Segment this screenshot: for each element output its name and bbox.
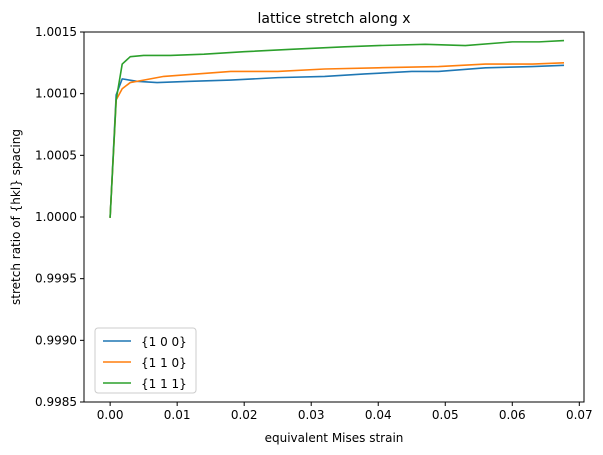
y-tick-label: 0.9995 (35, 272, 77, 286)
y-tick-label: 1.0005 (35, 148, 77, 162)
y-axis-ticks: 0.9985 0.9990 0.9995 1.0000 1.0005 1.0010 1.00… (35, 25, 84, 409)
x-tick-label: 0.05 (432, 408, 459, 422)
x-tick-label: 0.00 (97, 408, 124, 422)
y-tick-label: 0.9990 (35, 333, 77, 347)
series-lines (109, 39, 565, 218)
y-tick-label: 1.0015 (35, 25, 77, 39)
y-tick-label: 0.9985 (35, 395, 77, 409)
x-tick-label: 0.04 (365, 408, 392, 422)
y-axis-label: stretch ratio of {hkl} spacing (9, 129, 23, 305)
x-tick-label: 0.07 (566, 408, 593, 422)
series-line-2 (109, 39, 565, 218)
x-axis-ticks: 0.00 0.01 0.02 0.03 0.04 0.05 0.06 0.07 (97, 402, 593, 422)
x-tick-label: 0.03 (298, 408, 325, 422)
legend-box (94, 327, 197, 394)
series-line-0 (109, 64, 565, 218)
x-tick-label: 0.06 (499, 408, 526, 422)
chart-title: lattice stretch along x (258, 11, 411, 27)
x-tick-label: 0.01 (164, 408, 191, 422)
y-tick-label: 1.0010 (35, 87, 77, 101)
legend-label: {1 0 0} (141, 335, 187, 349)
legend-label: {1 1 1} (141, 377, 187, 391)
x-axis-label: equivalent Mises strain (265, 431, 404, 445)
x-tick-label: 0.02 (231, 408, 258, 422)
legend-label: {1 1 0} (141, 356, 187, 370)
legend: {1 0 0} {1 1 0} {1 1 1} (94, 327, 197, 394)
series-line-1 (109, 61, 565, 218)
y-tick-label: 1.0000 (35, 210, 77, 224)
